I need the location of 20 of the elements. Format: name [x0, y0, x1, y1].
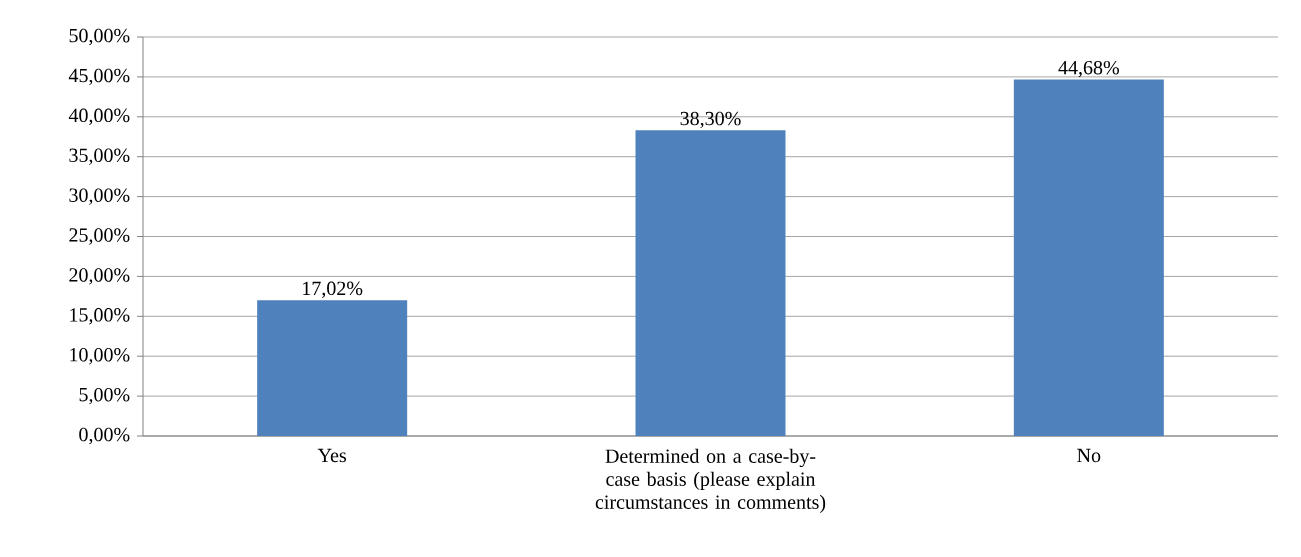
data-label: 44,68%: [1058, 60, 1119, 78]
y-tick-label: 5,00%: [79, 387, 130, 405]
y-tick-label: 30,00%: [69, 188, 130, 205]
y-tick-label: 25,00%: [69, 228, 130, 245]
y-tick-label: 50,00%: [69, 28, 130, 46]
bar: [1013, 79, 1164, 436]
x-tick-label: No: [1077, 448, 1101, 463]
y-tick-label: 0,00%: [79, 427, 130, 445]
data-label: 38,30%: [680, 111, 741, 129]
y-tick-label: 10,00%: [70, 348, 130, 365]
bar: [635, 130, 786, 436]
y-tick-label: 45,00%: [68, 68, 130, 86]
bar: [257, 300, 408, 436]
data-label: 17,02%: [303, 281, 363, 298]
y-tick-label: 15,00%: [70, 308, 130, 325]
x-tick-label: Yes: [317, 448, 346, 463]
y-tick-label: 40,00%: [68, 108, 130, 125]
y-tick-label: 35,00%: [69, 148, 130, 165]
x-tick-label: Determined on a case-by-case basis (please explain circumstances in comments): [595, 448, 826, 514]
y-tick-label: 20,00%: [69, 268, 130, 285]
